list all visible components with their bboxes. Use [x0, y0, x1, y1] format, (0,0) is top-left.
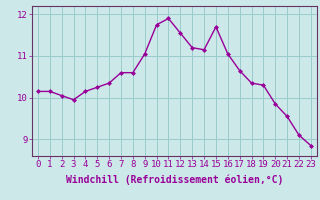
X-axis label: Windchill (Refroidissement éolien,°C): Windchill (Refroidissement éolien,°C) [66, 175, 283, 185]
